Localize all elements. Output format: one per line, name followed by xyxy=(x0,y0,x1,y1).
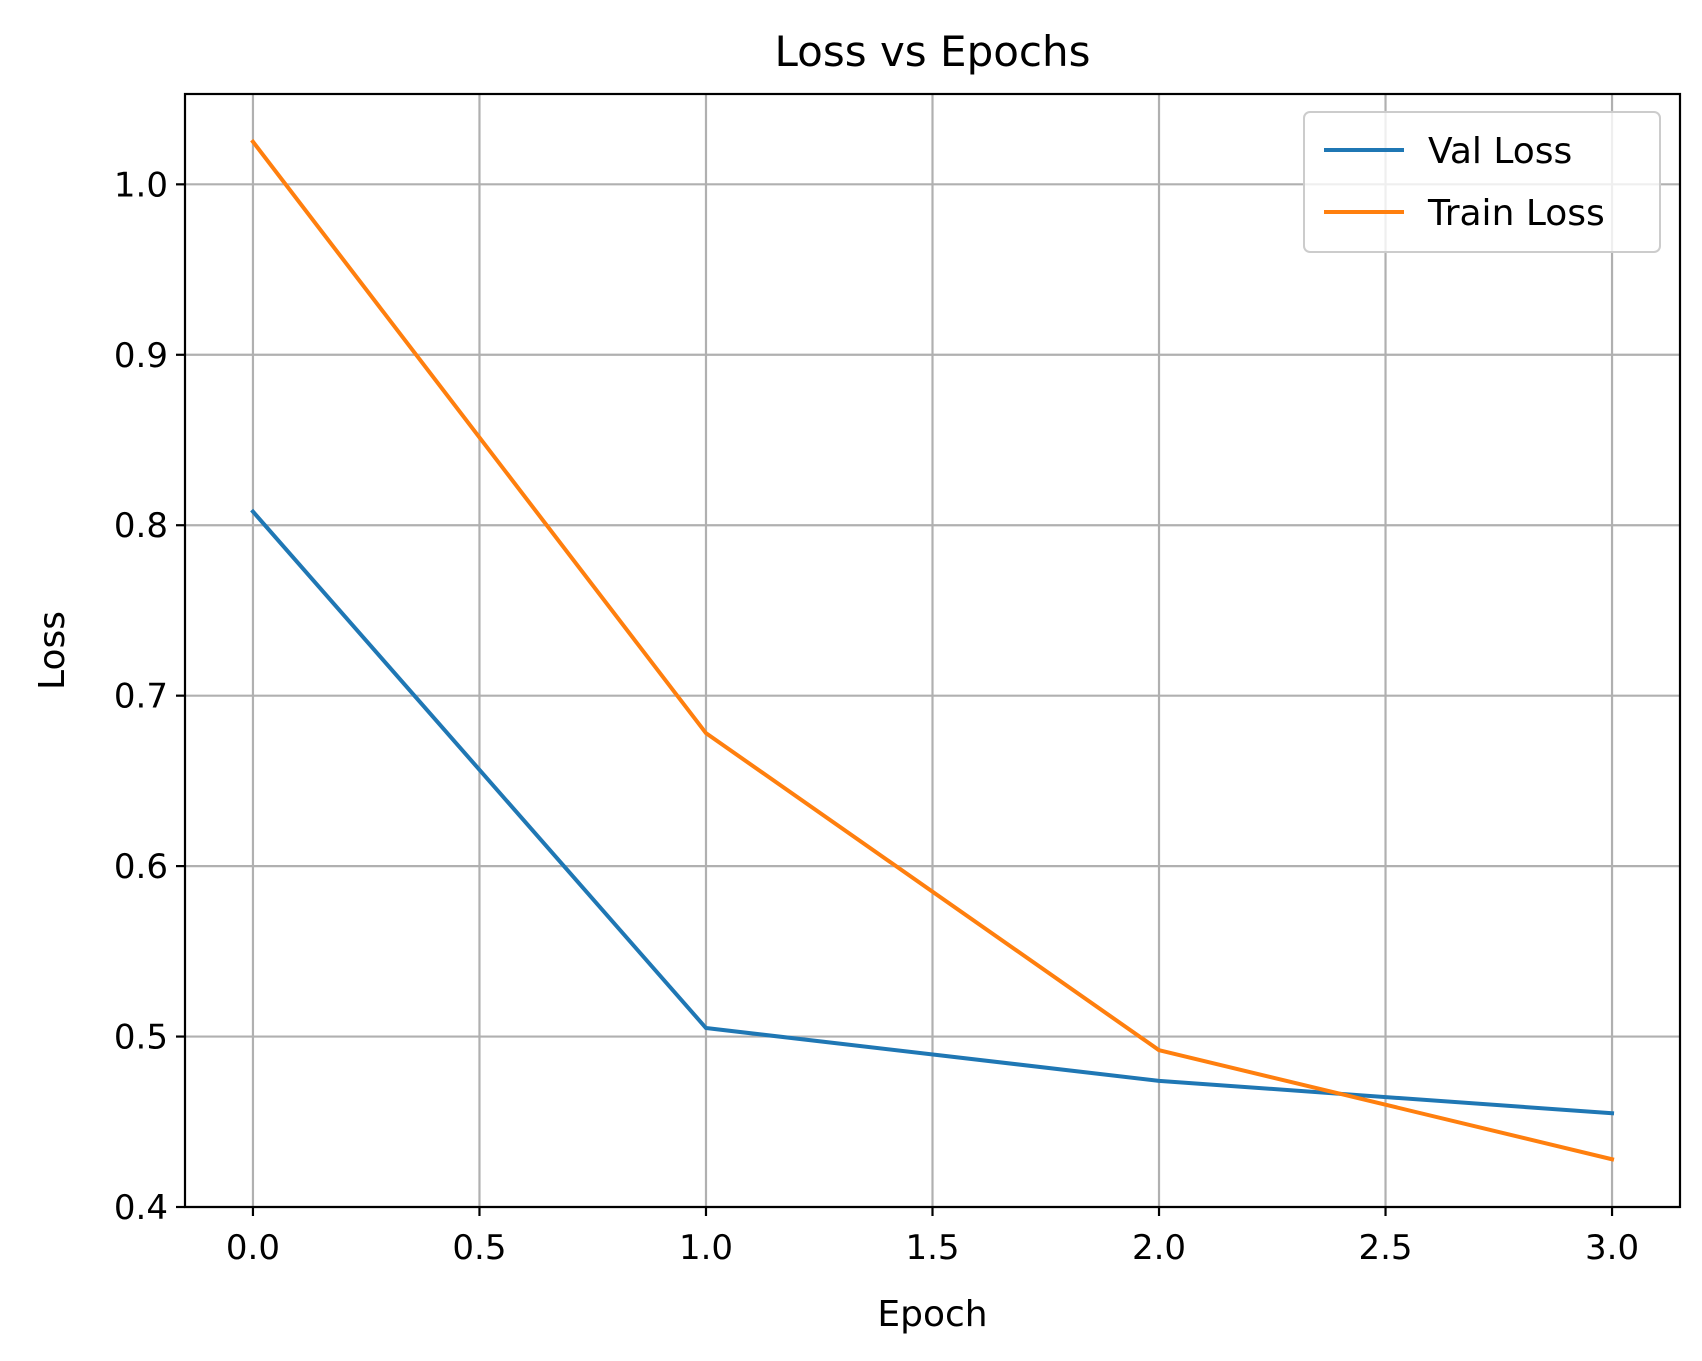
y-tick-label: 0.8 xyxy=(114,506,168,546)
x-tick-label: 0.5 xyxy=(452,1228,506,1268)
y-tick-label: 0.9 xyxy=(114,336,168,376)
series-line-val-loss xyxy=(250,508,1615,1116)
y-tick-label: 0.6 xyxy=(114,847,168,887)
x-tick-label: 2.0 xyxy=(1132,1228,1186,1268)
legend: Val Loss Train Loss xyxy=(1303,111,1661,253)
axis-ticks: 0.0 0.5 1.0 1.5 2.0 2.5 3.0 0.4 0.5 0.6 0.7 0.8 0.9 1… xyxy=(114,165,1639,1268)
y-tick-label: 1.0 xyxy=(114,165,168,205)
legend-label: Train Loss xyxy=(1427,193,1605,234)
x-tick-label: 1.5 xyxy=(905,1228,959,1268)
y-tick-label: 0.5 xyxy=(114,1018,168,1058)
x-tick-label: 3.0 xyxy=(1585,1228,1639,1268)
legend-label: Val Loss xyxy=(1428,131,1572,172)
y-tick-label: 0.4 xyxy=(114,1188,168,1228)
x-tick-label: 0.0 xyxy=(226,1228,280,1268)
legend-box xyxy=(1303,111,1661,253)
series-lines xyxy=(250,138,1615,1162)
series-line-train-loss xyxy=(250,138,1615,1162)
y-tick-label: 0.7 xyxy=(114,677,168,717)
x-tick-label: 1.0 xyxy=(679,1228,733,1268)
x-axis-label: Epoch xyxy=(877,1294,987,1335)
chart-title: Loss vs Epochs xyxy=(774,27,1090,76)
y-axis-label: Loss xyxy=(32,611,73,690)
x-tick-label: 2.5 xyxy=(1358,1228,1412,1268)
